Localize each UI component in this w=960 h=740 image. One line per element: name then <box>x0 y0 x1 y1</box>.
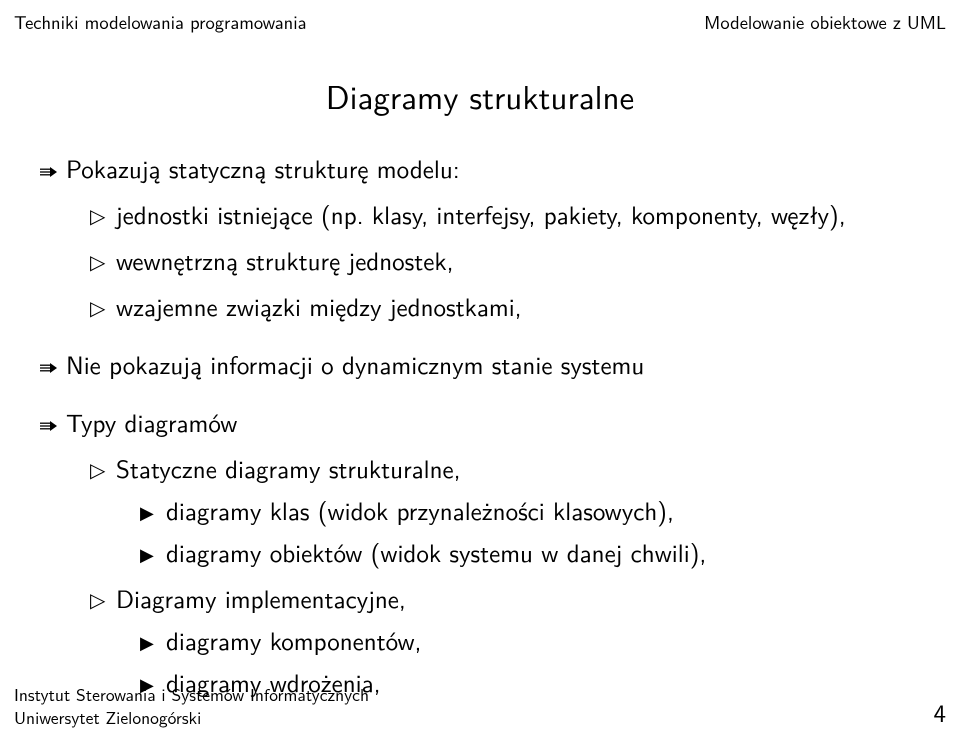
sub-bullet-item: ▷jednostki istniejące (np. klasy, interf… <box>40 194 920 234</box>
subsub-bullet-text: diagramy komponentów, <box>166 621 422 658</box>
subsub-bullet-text: diagramy obiektów (widok systemu w danej… <box>166 533 706 570</box>
triangle-open-icon: ▷ <box>90 246 116 278</box>
footer-affiliation: Instytut Sterowania i Systemów Informaty… <box>14 683 369 730</box>
sub-bullet-text: jednostki istniejące (np. klasy, interfe… <box>116 195 846 232</box>
triangle-solid-icon: ▶ <box>140 498 166 527</box>
triangle-open-icon: ▷ <box>90 200 116 232</box>
sub-bullet-item: ▷Diagramy implementacyjne, <box>40 578 920 618</box>
page-number: 4 <box>933 693 946 730</box>
bullet-text: Typy diagramów <box>66 403 237 440</box>
footer-line2: Uniwersytet Zielonogórski <box>14 706 369 730</box>
sub-bullet-text: wzajemne związki między jednostkami, <box>116 287 522 324</box>
footer-line1: Instytut Sterowania i Systemów Informaty… <box>14 683 369 707</box>
subsub-bullet-item: ▶diagramy komponentów, <box>40 620 920 660</box>
triple-arrow-icon <box>40 402 66 442</box>
sub-bullet-item: ▷Statyczne diagramy strukturalne, <box>40 448 920 488</box>
triple-arrow-icon <box>40 344 66 384</box>
slide-title: Diagramy strukturalne <box>0 72 960 120</box>
sub-bullet-text: wewnętrzną strukturę jednostek, <box>116 241 454 278</box>
triangle-open-icon: ▷ <box>90 292 116 324</box>
bullet-item: Typy diagramów <box>40 402 920 442</box>
triple-arrow-icon <box>40 148 66 188</box>
bullet-text: Nie pokazują informacji o dynamicznym st… <box>66 345 644 382</box>
sub-bullet-item: ▷wzajemne związki między jednostkami, <box>40 286 920 326</box>
sub-bullet-item: ▷wewnętrzną strukturę jednostek, <box>40 240 920 280</box>
header-right: Modelowanie obiektowe z UML <box>704 8 946 35</box>
subsub-bullet-text: diagramy klas (widok przynależności klas… <box>166 491 674 528</box>
subsub-bullet-item: ▶diagramy obiektów (widok systemu w dane… <box>40 532 920 572</box>
sub-bullet-text: Statyczne diagramy strukturalne, <box>116 449 461 486</box>
header-left: Techniki modelowania programowania <box>14 8 307 35</box>
slide-content: Pokazują statyczną strukturę modelu: ▷je… <box>40 130 920 702</box>
triangle-solid-icon: ▶ <box>140 628 166 657</box>
slide: Techniki modelowania programowania Model… <box>0 0 960 740</box>
bullet-text: Pokazują statyczną strukturę modelu: <box>66 149 460 186</box>
subsub-bullet-item: ▶diagramy klas (widok przynależności kla… <box>40 490 920 530</box>
slide-footer: Instytut Sterowania i Systemów Informaty… <box>14 683 946 730</box>
triangle-open-icon: ▷ <box>90 454 116 486</box>
slide-header: Techniki modelowania programowania Model… <box>14 8 946 35</box>
bullet-item: Pokazują statyczną strukturę modelu: <box>40 148 920 188</box>
bullet-item: Nie pokazują informacji o dynamicznym st… <box>40 344 920 384</box>
triangle-open-icon: ▷ <box>90 584 116 616</box>
triangle-solid-icon: ▶ <box>140 540 166 569</box>
sub-bullet-text: Diagramy implementacyjne, <box>116 579 406 616</box>
